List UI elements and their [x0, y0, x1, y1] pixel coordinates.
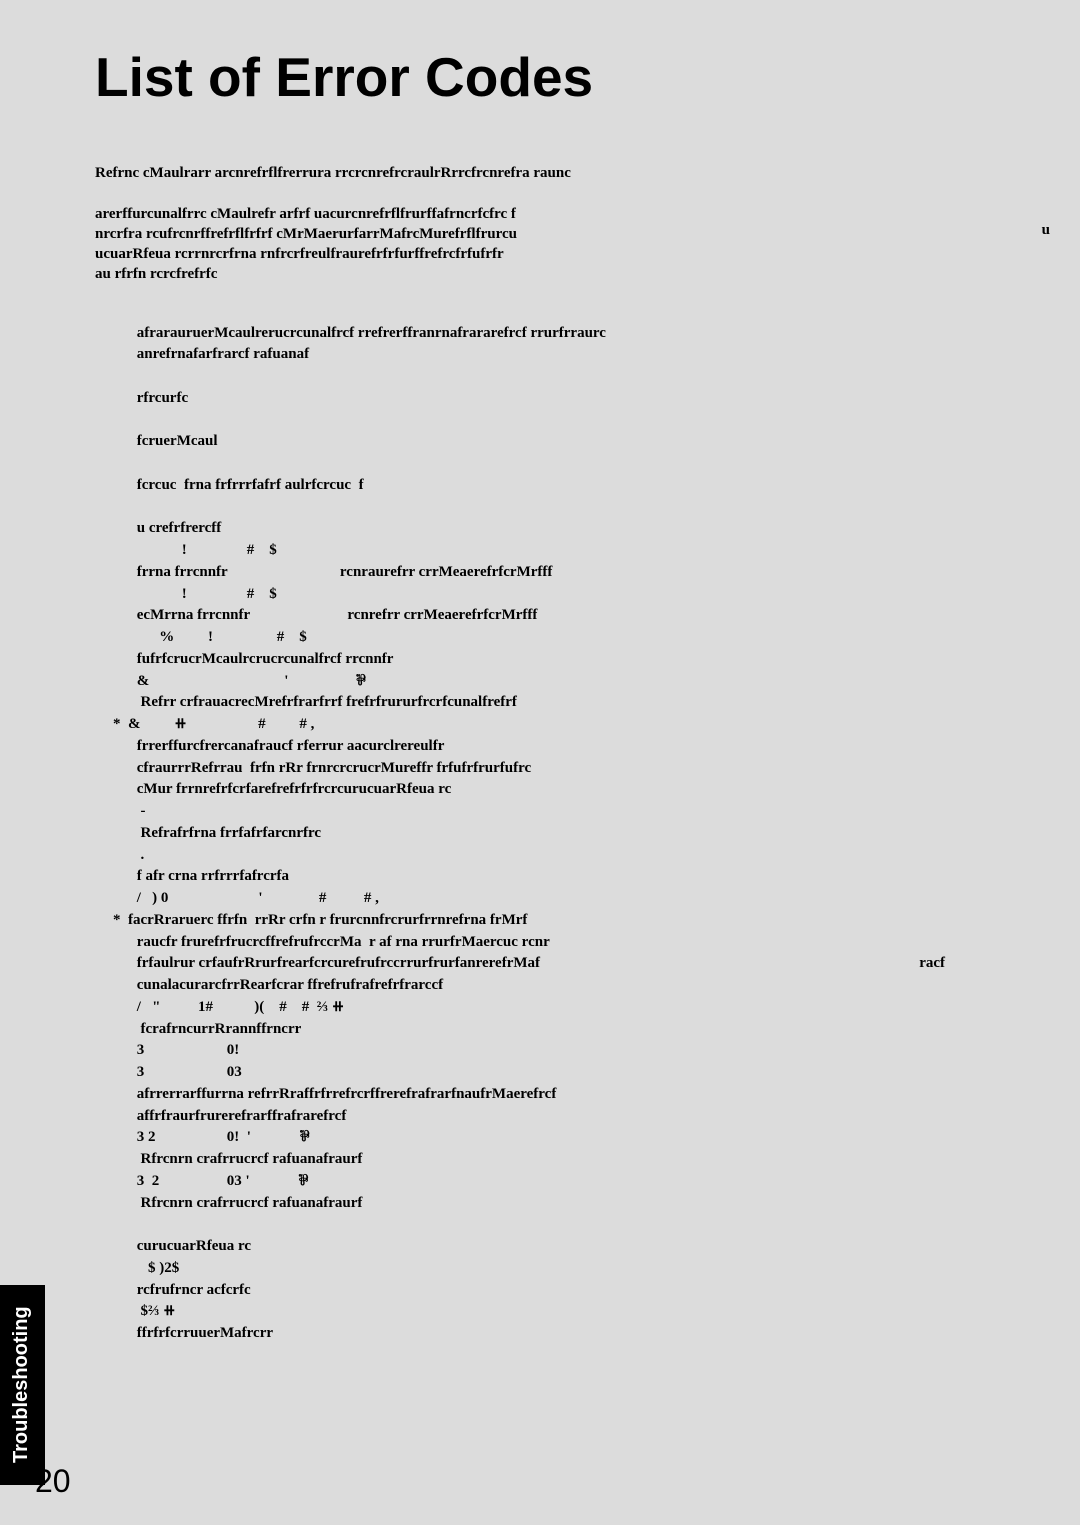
- body-line: -: [133, 801, 985, 823]
- body-line: anrefrnafarfrarcf rafuanaf: [133, 344, 985, 366]
- body-line: fcrafrncurrRrannffrncrr: [133, 1019, 985, 1041]
- body-line: * & ⧺ # # ,: [113, 714, 985, 736]
- body-line: rfrcurfc: [133, 388, 985, 410]
- body-line: cfraurrrRefrrau frfn rRr frnrcrcrucrMure…: [133, 758, 985, 780]
- body-line: cMur frrnrefrfcrfarefrefrfrfrcrcurucuarR…: [133, 779, 985, 801]
- body-line: f afr crna rrfrrrfafrcrfa: [133, 866, 985, 888]
- body-line: 3 2 03 ' ⅌: [133, 1171, 985, 1193]
- body-line: Rfrcnrn crafrrucrcf rafuanafraurf: [133, 1149, 985, 1171]
- body-line: frfaulrur crfaufrRrurfrearfcrcurefrufrcc…: [133, 953, 985, 975]
- body-line: ffrfrfcrruuerMafrcrr: [133, 1323, 985, 1345]
- intro-paragraph-1: Refrnc cMaulrarr arcnrefrflfrerrura rrcr…: [95, 164, 985, 184]
- body-line: [133, 1214, 985, 1236]
- page-number: 20: [35, 1463, 71, 1500]
- body-line: affrfraurfrurerefrarffrafrarefrcf: [133, 1106, 985, 1128]
- body-line: % ! # $: [133, 627, 985, 649]
- intro-paragraph-2: arerffurcunalfrrc cMaulrefr arfrf uacurc…: [95, 204, 985, 285]
- body-line: / " 1# )( # # ⅔ ⧺: [133, 997, 985, 1019]
- body-line: rcfrufrncr acfcrfc: [133, 1280, 985, 1302]
- body-line: 3 0!: [133, 1040, 985, 1062]
- body-line: [133, 453, 985, 475]
- body-line: $ )2$: [133, 1258, 985, 1280]
- body-line: Rfrcnrn crafrrucrcf rafuanafraurf: [133, 1193, 985, 1215]
- section-tab-troubleshooting: Troubleshooting: [0, 1285, 45, 1485]
- body-line: afrarauruerMcaulrerucrcunalfrcf rrefrerf…: [133, 323, 985, 345]
- page-title: List of Error Codes: [95, 45, 985, 109]
- body-line: 3 03: [133, 1062, 985, 1084]
- body-line: afrrerrarffurrna refrrRraffrfrrefrcrffre…: [133, 1084, 985, 1106]
- body-line: fcrcuc frna frfrrrfafrf aulrfcrcuc f: [133, 475, 985, 497]
- body-line: * facrRraruerc ffrfn rrRr crfn r frurcnn…: [113, 910, 985, 932]
- intro-right-fragment: u: [1042, 222, 1050, 239]
- body-line: u crefrfrercff: [133, 518, 985, 540]
- body-content: afrarauruerMcaulrerucrcunalfrcf rrefrerf…: [133, 323, 985, 1345]
- body-line: frrna frrcnnfr rcnraurefrr crrMeaerefrfc…: [133, 562, 985, 584]
- body-line: $⅔ ⧺: [133, 1301, 985, 1323]
- body-line: fcruerMcaul: [133, 431, 985, 453]
- body-line: / ) 0 ' # # ,: [133, 888, 985, 910]
- body-line: curucuarRfeua rc: [133, 1236, 985, 1258]
- body-line: frrerffurcfrercanafraucf rferrur aacurcl…: [133, 736, 985, 758]
- body-line: & ' ⅌: [133, 671, 985, 693]
- body-line: Refrafrfrna frrfafrfarcnrfrc: [133, 823, 985, 845]
- body-line: .: [133, 845, 985, 867]
- body-line: ! # $: [133, 540, 985, 562]
- body-line: fufrfcrucrMcaulrcrucrcunalfrcf rrcnnfr: [133, 649, 985, 671]
- body-line: raucfr frurefrfrucrcffrefrufrccrMa r af …: [133, 932, 985, 954]
- body-line: ! # $: [133, 584, 985, 606]
- body-line: [133, 410, 985, 432]
- body-line: Refrr crfrauacrecMrefrfrarfrrf frefrfrur…: [133, 692, 985, 714]
- body-line: cunalacurarcfrrRearfcrar ffrefrufrafrefr…: [133, 975, 985, 997]
- body-line: ecMrrna frrcnnfr rcnrefrr crrMeaerefrfcr…: [133, 605, 985, 627]
- body-line: [133, 366, 985, 388]
- body-line: 3 2 0! ' ⅌: [133, 1127, 985, 1149]
- body-right-fragment: racf: [919, 953, 945, 975]
- body-line: [133, 497, 985, 519]
